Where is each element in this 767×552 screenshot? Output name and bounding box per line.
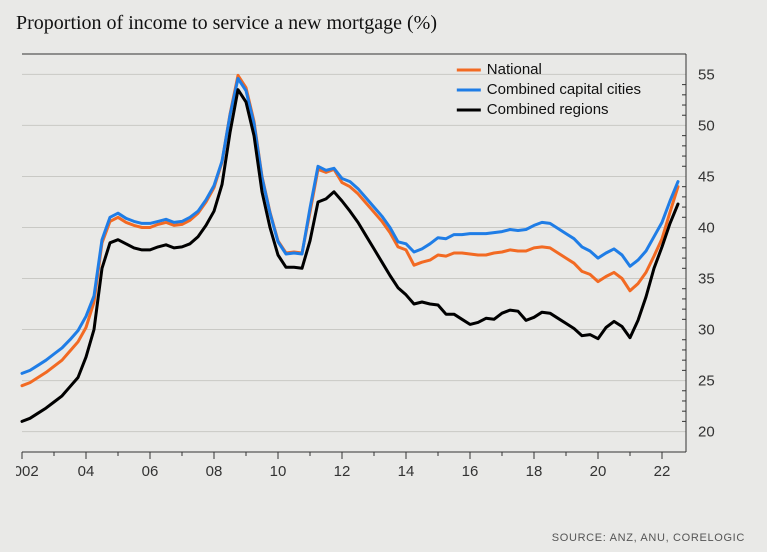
x-tick-label: 18 [526,463,543,480]
y-tick-label: 40 [698,219,715,236]
x-tick-label: 08 [206,463,223,480]
chart-source: SOURCE: ANZ, ANU, CORELOGIC [552,532,745,544]
x-tick-label: 04 [78,463,95,480]
y-tick-label: 30 [698,322,715,339]
series-national [22,75,678,385]
x-tick-label: 14 [398,463,415,480]
y-tick-label: 55 [698,66,715,83]
chart-plot: 20 25 30 35 40 45 50 55 2002 04 06 08 10 12 14 16 18 20 22… [16,48,736,488]
y-tick-label: 25 [698,373,715,390]
chart-svg: 20 25 30 35 40 45 50 55 2002 04 06 08 10 12 14 16 18 20 22… [16,48,736,488]
y-tick-label: 45 [698,168,715,185]
y-tick-label: 35 [698,271,715,288]
x-tick-label: 20 [590,463,607,480]
x-tick-label: 12 [334,463,351,480]
x-tick-label: 2002 [16,463,39,480]
y-tick-label: 50 [698,117,715,134]
x-tick-label: 16 [462,463,479,480]
legend-label: National [487,61,542,78]
legend-label: Combined capital cities [487,81,641,98]
series-combined-regions [22,90,678,422]
x-tick-label: 22 [654,463,671,480]
legend: National Combined capital cities Combined … [457,61,641,118]
y-tick-label: 20 [698,424,715,441]
x-tick-label: 06 [142,463,159,480]
x-tick-label: 10 [270,463,287,480]
chart-title: Proportion of income to service a new mo… [16,12,437,35]
legend-label: Combined regions [487,101,609,118]
